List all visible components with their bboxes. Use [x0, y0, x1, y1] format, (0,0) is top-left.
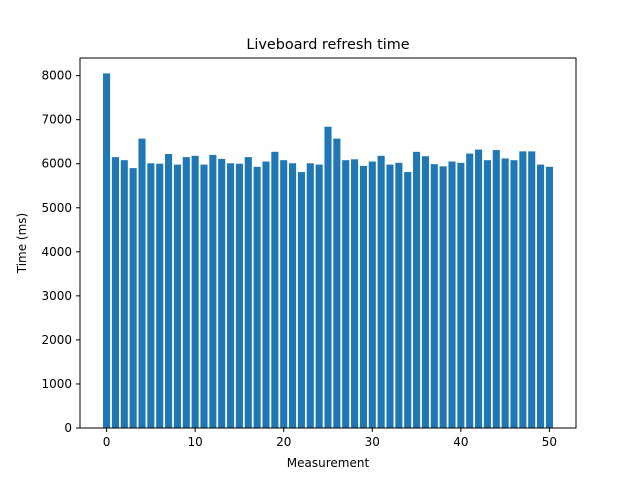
bar-47	[519, 151, 527, 428]
bar-26	[333, 138, 341, 428]
bar-19	[271, 151, 279, 429]
bar-16	[244, 157, 252, 428]
bar-21	[289, 163, 297, 428]
bar-0	[103, 73, 111, 429]
bar-33	[395, 162, 403, 429]
bar-1	[111, 157, 119, 428]
bar-34	[404, 172, 412, 428]
y-tick-label: 7000	[41, 113, 72, 127]
bar-10	[191, 155, 199, 429]
bar-23	[306, 163, 314, 428]
bar-37	[430, 164, 438, 428]
bar-50	[545, 166, 553, 429]
bar-29	[359, 165, 367, 428]
bar-38	[439, 166, 447, 428]
bar-5	[147, 163, 155, 428]
x-axis-label: Measurement	[287, 456, 370, 470]
bar-13	[218, 158, 226, 428]
y-tick-label: 2000	[41, 333, 72, 347]
bar-8	[173, 164, 181, 428]
bar-25	[324, 126, 332, 428]
bar-28	[351, 159, 359, 429]
bar-20	[280, 160, 288, 428]
x-tick-label: 40	[453, 435, 468, 449]
bar-35	[413, 151, 421, 429]
y-tick-label: 8000	[41, 69, 72, 83]
bar-18	[262, 161, 270, 428]
bar-42	[475, 149, 483, 428]
x-axis: 0 10 20 30 40 50	[103, 428, 557, 449]
plot-frame	[79, 57, 577, 429]
bar-2	[120, 160, 128, 428]
bar-15	[235, 163, 243, 428]
bar-49	[537, 164, 545, 428]
bar-24	[315, 164, 323, 428]
bar-36	[421, 156, 429, 428]
bar-48	[528, 151, 536, 428]
bar-31	[377, 155, 385, 429]
bar-46	[510, 160, 518, 428]
bar-12	[209, 154, 217, 428]
bar-9	[182, 157, 190, 428]
bar-11	[200, 164, 208, 428]
bars-group	[103, 73, 553, 429]
bar-30	[368, 161, 376, 428]
bar-41	[466, 153, 474, 429]
bar-44	[492, 150, 500, 429]
x-tick-label: 20	[276, 435, 291, 449]
y-tick-label: 5000	[41, 201, 72, 215]
bar-39	[448, 161, 456, 428]
y-tick-label: 3000	[41, 289, 72, 303]
x-tick-label: 10	[188, 435, 203, 449]
bar-45	[501, 158, 509, 428]
y-axis: 0 1000 2000 3000 4000 5000 6000 7000 8000	[41, 69, 80, 435]
bar-17	[253, 166, 261, 429]
y-tick-label: 4000	[41, 245, 72, 259]
y-axis-label: Time (ms)	[15, 213, 29, 275]
bar-43	[483, 160, 491, 428]
bar-6	[156, 163, 164, 428]
bar-14	[227, 163, 235, 428]
bar-3	[129, 168, 137, 428]
chart-title: Liveboard refresh time	[246, 37, 409, 53]
x-tick-label: 50	[542, 435, 557, 449]
x-tick-label: 30	[365, 435, 380, 449]
bar-27	[342, 160, 350, 428]
bar-7	[165, 154, 173, 428]
x-tick-label: 0	[103, 435, 111, 449]
bar-4	[138, 138, 146, 428]
y-tick-label: 0	[64, 421, 72, 435]
bar-32	[386, 164, 394, 428]
y-tick-label: 1000	[41, 377, 72, 391]
bar-22	[297, 172, 305, 428]
y-tick-label: 6000	[41, 157, 72, 171]
bar-40	[457, 162, 465, 429]
